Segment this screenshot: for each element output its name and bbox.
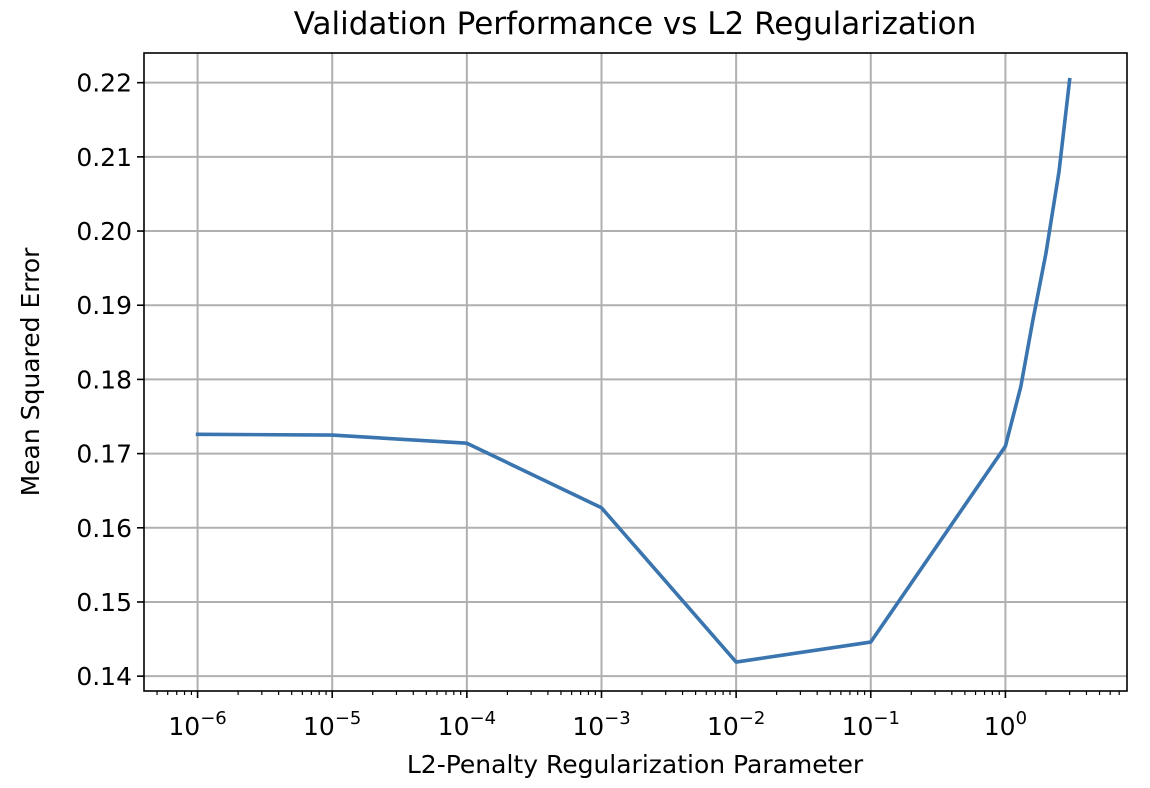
y-tick-label: 0.18 — [76, 365, 132, 394]
y-tick-label: 0.17 — [76, 440, 132, 469]
x-tick-label: 10−5 — [303, 708, 361, 741]
x-tick-label: 10−4 — [438, 708, 496, 741]
x-tick-label: 10−1 — [842, 708, 900, 741]
y-tick-label: 0.22 — [76, 69, 132, 98]
axes-frame — [143, 52, 1128, 692]
axes — [137, 52, 1128, 698]
y-tick-label: 0.14 — [76, 662, 132, 691]
tick-labels: 10−6 10−5 10−4 10−3 10−2 10−1 100 0.14 0.15 0.16 0… — [76, 69, 1027, 741]
x-axis-title: L2-Penalty Regularization Parameter — [407, 750, 864, 779]
series-line — [195, 77, 1072, 664]
x-tick-label: 10−6 — [168, 708, 226, 741]
y-tick-label: 0.20 — [76, 217, 132, 246]
x-tick-label: 10−3 — [572, 708, 630, 741]
y-tick-label: 0.16 — [76, 514, 132, 543]
grid — [144, 53, 1127, 691]
x-tick-label: 100 — [984, 708, 1027, 741]
y-axis-title: Mean Squared Error — [16, 247, 45, 497]
x-tick-label: 10−2 — [707, 708, 765, 741]
chart-title: Validation Performance vs L2 Regularizat… — [294, 6, 977, 42]
y-tick-label: 0.15 — [76, 588, 132, 617]
y-tick-label: 0.19 — [76, 291, 132, 320]
plot-area — [195, 77, 1072, 664]
y-tick-label: 0.21 — [76, 143, 132, 172]
